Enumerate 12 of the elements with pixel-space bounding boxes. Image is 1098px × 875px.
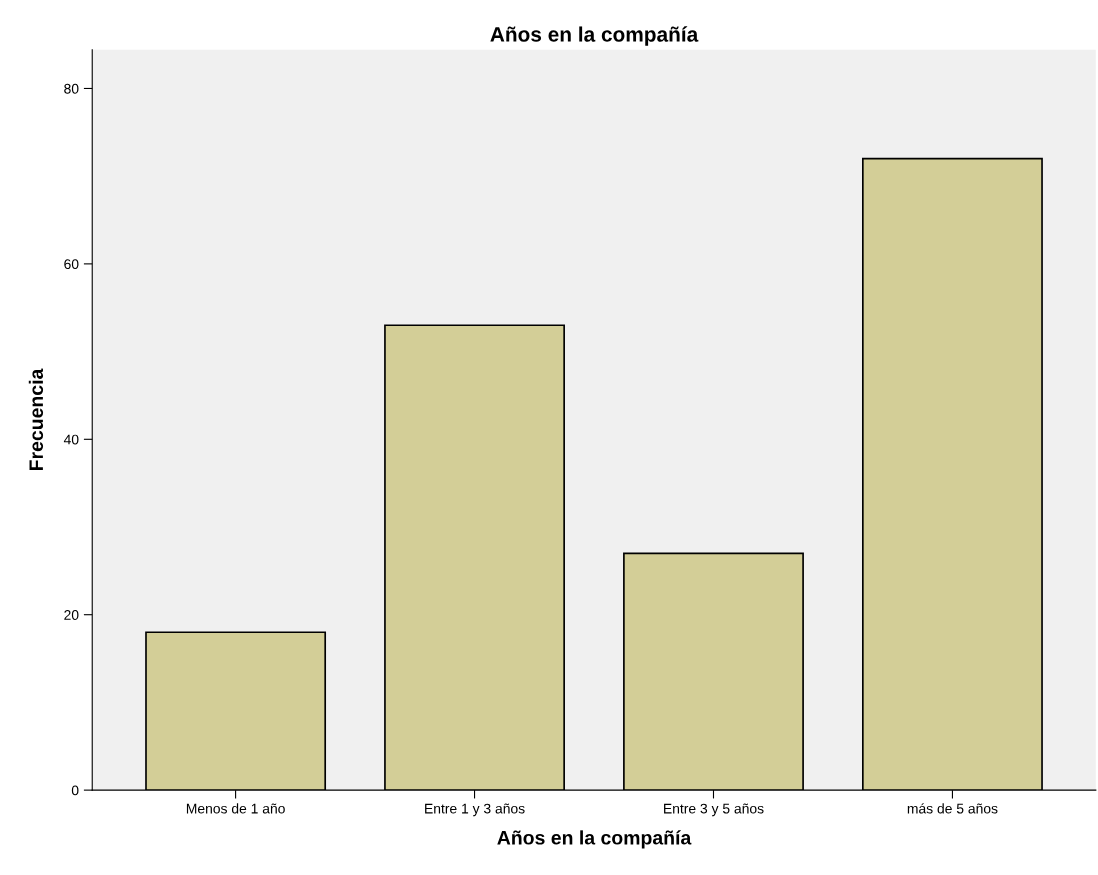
x-axis-title: Años en la compañía [497, 830, 692, 849]
y-tick-label: 60 [64, 259, 79, 270]
x-tick-label: Entre 1 y 3 años [425, 803, 525, 817]
y-axis-title: Frecuencia [28, 368, 44, 471]
y-tick-label: 40 [63, 434, 79, 445]
y-tick-label: 20 [64, 610, 79, 620]
y-tick-label: 80 [64, 83, 79, 94]
x-tick-label: más de 5 años [907, 803, 998, 814]
y-tick-label: 0 [71, 785, 79, 796]
x-tick-label: Menos de 1 año [186, 803, 285, 814]
chart-title: Años en la compañía [490, 26, 699, 46]
x-tick-label: Entre 3 y 5 años [664, 803, 764, 817]
